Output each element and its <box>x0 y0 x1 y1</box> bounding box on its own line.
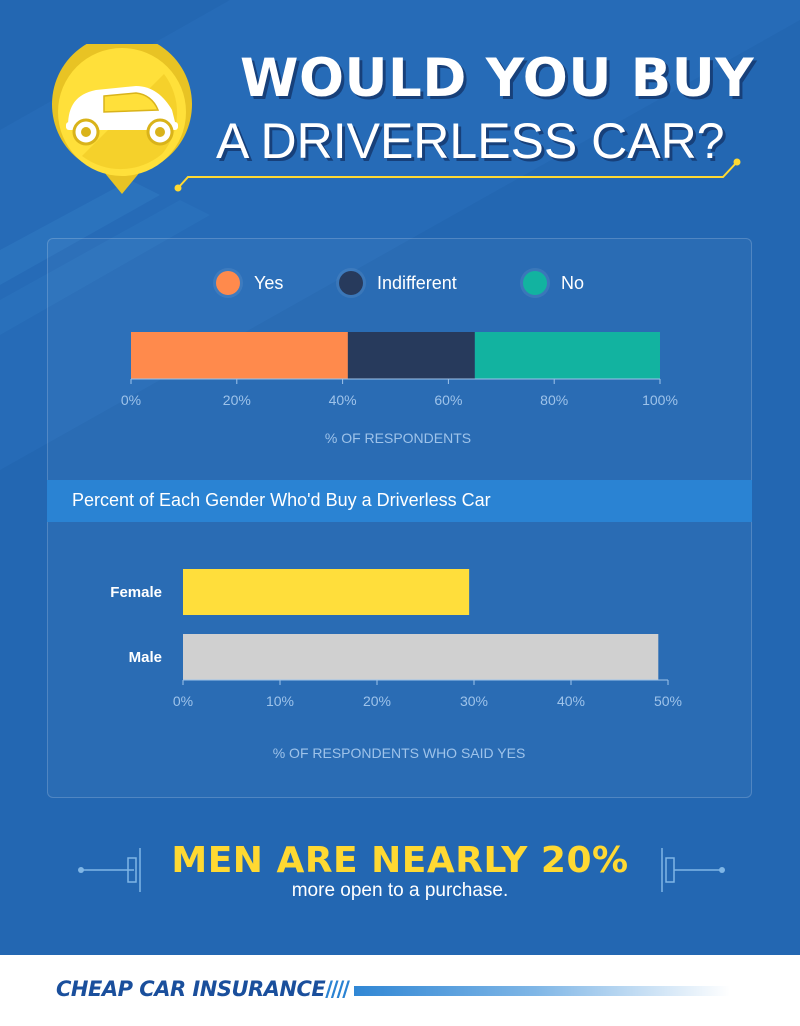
stacked-bar-indifferent <box>347 332 475 379</box>
x-tick-label: 20% <box>223 392 251 408</box>
right-connector-icon <box>661 848 725 892</box>
brand-logo-text: CHEAP CAR INSURANCE <box>56 977 326 1001</box>
x-tick-label: 100% <box>642 392 678 408</box>
x-tick-label: 40% <box>329 392 357 408</box>
legend-label-indifferent: Indifferent <box>377 272 457 293</box>
gender-chart-title-band: Percent of Each Gender Who'd Buy a Drive… <box>47 480 752 522</box>
legend-item-indifferent: Indifferent <box>339 268 457 298</box>
stacked-bar-yes <box>131 332 348 379</box>
legend-swatch-yes <box>216 271 240 295</box>
x-tick-label: 0% <box>173 693 193 709</box>
bar-male <box>183 634 659 680</box>
legend: Yes Indifferent No <box>0 268 800 298</box>
car-icon <box>66 86 178 146</box>
x-axis-label: % OF RESPONDENTS WHO SAID YES <box>273 745 526 761</box>
left-connector-icon <box>78 848 141 892</box>
brand-logo-mark: //// <box>325 977 350 1001</box>
x-tick-label: 40% <box>557 693 585 709</box>
x-tick-label: 60% <box>434 392 462 408</box>
legend-label-no: No <box>561 272 585 293</box>
legend-item-yes: Yes <box>216 268 283 298</box>
x-tick-label: 30% <box>460 693 488 709</box>
x-tick-label: 10% <box>266 693 294 709</box>
legend-swatch-indifferent <box>339 271 363 295</box>
x-axis-label: % OF RESPONDENTS <box>325 430 471 446</box>
bar-female <box>183 569 470 615</box>
title-line-1: WOULD YOU BUY <box>240 48 755 109</box>
gender-chart-title: Percent of Each Gender Who'd Buy a Drive… <box>72 490 491 510</box>
title-underline-decoration <box>174 158 741 192</box>
conclusion-subtext: more open to a purchase. <box>291 880 509 901</box>
brand-logo[interactable]: CHEAP CAR INSURANCE//// <box>56 977 354 1001</box>
x-tick-label: 50% <box>654 693 682 709</box>
title-line-2: A DRIVERLESS CAR? <box>216 113 725 169</box>
conclusion-headline: MEN ARE NEARLY 20% <box>171 840 629 881</box>
x-tick-label: 0% <box>121 392 141 408</box>
legend-swatch-no <box>523 271 547 295</box>
logo-stripe <box>340 986 730 996</box>
footer: CHEAP CAR INSURANCE//// <box>0 955 800 1026</box>
stacked-bar-no <box>474 332 660 379</box>
category-label-male: Male <box>129 649 162 666</box>
legend-label-yes: Yes <box>254 272 284 293</box>
car-pin-icon <box>52 44 192 194</box>
x-tick-label: 80% <box>540 392 568 408</box>
category-label-female: Female <box>110 584 162 601</box>
legend-item-no: No <box>523 268 584 298</box>
x-tick-label: 20% <box>363 693 391 709</box>
